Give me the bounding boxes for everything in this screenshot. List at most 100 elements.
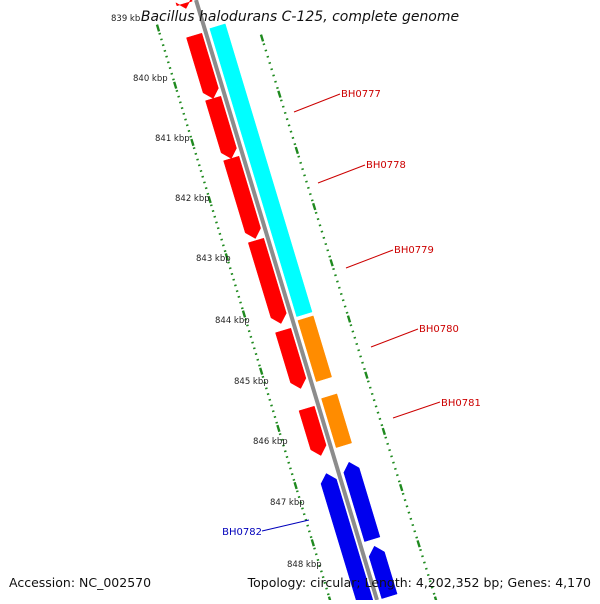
gene-arrow-reverse[interactable]: [368, 545, 398, 599]
minor-tick: [271, 410, 275, 413]
minor-tick: [218, 232, 222, 236]
minor-tick: [252, 347, 256, 350]
gene-feature-orange[interactable]: [297, 315, 332, 382]
minor-tick: [283, 450, 287, 453]
gene-label[interactable]: BH0779: [394, 245, 434, 256]
gene-label[interactable]: BH0781: [441, 398, 481, 409]
minor-tick: [247, 330, 251, 333]
major-tick: [224, 253, 229, 261]
minor-tick: [180, 106, 184, 110]
gene-label[interactable]: BH0782: [222, 527, 262, 538]
minor-tick: [409, 517, 413, 520]
minor-tick: [339, 292, 343, 296]
major-tick: [310, 539, 315, 547]
minor-tick: [307, 530, 311, 533]
minor-tick: [366, 380, 370, 383]
minor-tick: [293, 143, 297, 146]
kbp-label: 846 kbp: [253, 437, 288, 447]
minor-tick: [282, 444, 285, 447]
minor-tick: [184, 118, 187, 121]
minor-tick: [415, 536, 419, 539]
kbp-label: 839 kb: [111, 14, 140, 24]
kbp-label: 844 kbp: [215, 316, 250, 326]
minor-tick: [256, 358, 260, 361]
minor-tick: [322, 236, 326, 239]
minor-tick: [299, 501, 303, 504]
gene-arrow-forward[interactable]: [247, 237, 287, 324]
gene-label[interactable]: BH0777: [341, 89, 381, 100]
gene-label-connectors: [261, 93, 441, 532]
minor-tick: [221, 244, 225, 247]
gene-label[interactable]: BH0780: [419, 324, 459, 335]
minor-tick: [170, 72, 174, 75]
minor-tick: [353, 336, 357, 339]
minor-tick: [394, 467, 397, 470]
minor-tick: [314, 553, 318, 556]
minor-tick: [275, 421, 279, 424]
minor-tick: [421, 555, 424, 558]
gene-label[interactable]: BH0778: [366, 160, 406, 171]
gene-arrow-forward[interactable]: [186, 32, 219, 99]
minor-tick: [254, 352, 258, 356]
major-tick: [276, 424, 281, 433]
kbp-label: 841 kbp: [155, 134, 190, 144]
gene-label-connector: [370, 328, 419, 348]
kbp-label: 843 kbp: [196, 254, 231, 264]
minor-tick: [432, 592, 436, 595]
minor-tick: [276, 86, 279, 90]
minor-tick: [368, 386, 372, 389]
major-tick: [259, 367, 264, 375]
minor-tick: [395, 473, 399, 477]
gene-feature-orange[interactable]: [321, 393, 352, 448]
minor-tick: [309, 535, 313, 539]
major-tick: [173, 81, 178, 89]
minor-tick: [279, 99, 283, 102]
gene-arrow-forward[interactable]: [275, 327, 307, 389]
minor-tick: [165, 55, 168, 58]
minor-tick: [270, 68, 274, 71]
minor-tick: [349, 324, 353, 327]
minor-tick: [264, 49, 268, 52]
minor-tick: [318, 224, 322, 227]
minor-tick: [392, 461, 395, 464]
minor-tick: [345, 311, 349, 314]
minor-tick: [397, 480, 401, 483]
minor-tick: [216, 227, 220, 230]
minor-tick: [185, 124, 189, 127]
minor-tick: [302, 513, 306, 516]
minor-tick: [316, 217, 320, 221]
gene-arrow-forward[interactable]: [298, 405, 327, 456]
minor-tick: [206, 192, 210, 195]
gene-feature-cyan[interactable]: [269, 223, 313, 317]
gene-arrow-reverse[interactable]: [343, 461, 381, 542]
minor-tick: [199, 169, 203, 173]
minor-tick: [235, 290, 239, 293]
minor-tick: [413, 530, 417, 533]
gene-arrow-forward[interactable]: [205, 95, 237, 159]
major-tick: [346, 315, 352, 323]
minor-tick: [244, 318, 248, 321]
minor-tick: [372, 399, 376, 402]
minor-tick: [290, 473, 294, 476]
minor-tick: [310, 199, 314, 202]
minor-tick: [337, 286, 341, 289]
major-tick: [364, 371, 369, 379]
minor-tick: [266, 55, 270, 58]
gene-arrow-forward[interactable]: [175, 0, 193, 9]
minor-tick: [320, 570, 323, 573]
gene-arrow-forward[interactable]: [223, 155, 261, 239]
minor-tick: [386, 442, 390, 446]
kbp-label: 848 kbp: [287, 560, 322, 570]
minor-tick: [292, 478, 296, 481]
minor-tick: [291, 136, 295, 140]
minor-tick: [343, 305, 347, 308]
minor-tick: [357, 349, 361, 352]
minor-tick: [299, 161, 303, 165]
major-tick: [259, 34, 265, 42]
gene-label-connector: [345, 249, 394, 269]
kbp-label: 845 kbp: [234, 377, 269, 387]
gene-label-connector: [293, 93, 341, 113]
minor-tick: [332, 267, 335, 271]
